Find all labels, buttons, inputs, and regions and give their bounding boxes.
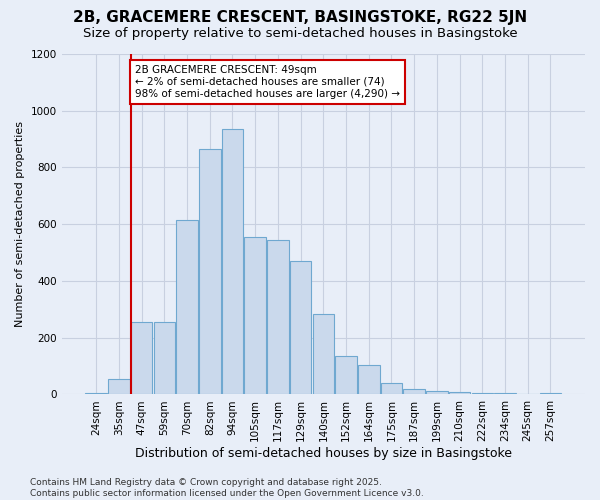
- Bar: [154, 322, 175, 394]
- Text: Contains HM Land Registry data © Crown copyright and database right 2025.
Contai: Contains HM Land Registry data © Crown c…: [30, 478, 424, 498]
- Bar: [244, 237, 266, 394]
- Bar: [358, 364, 380, 394]
- Text: Size of property relative to semi-detached houses in Basingstoke: Size of property relative to semi-detach…: [83, 28, 517, 40]
- Bar: [380, 382, 402, 394]
- Bar: [176, 220, 198, 394]
- Bar: [335, 356, 357, 395]
- Bar: [199, 149, 221, 394]
- Bar: [313, 314, 334, 394]
- Bar: [108, 379, 130, 394]
- Y-axis label: Number of semi-detached properties: Number of semi-detached properties: [15, 121, 25, 327]
- Text: 2B GRACEMERE CRESCENT: 49sqm
← 2% of semi-detached houses are smaller (74)
98% o: 2B GRACEMERE CRESCENT: 49sqm ← 2% of sem…: [135, 66, 400, 98]
- Bar: [290, 261, 311, 394]
- Bar: [267, 240, 289, 394]
- Bar: [222, 129, 243, 394]
- X-axis label: Distribution of semi-detached houses by size in Basingstoke: Distribution of semi-detached houses by …: [135, 447, 512, 460]
- Bar: [449, 392, 470, 394]
- Bar: [426, 391, 448, 394]
- Text: 2B, GRACEMERE CRESCENT, BASINGSTOKE, RG22 5JN: 2B, GRACEMERE CRESCENT, BASINGSTOKE, RG2…: [73, 10, 527, 25]
- Bar: [403, 390, 425, 394]
- Bar: [131, 322, 152, 394]
- Bar: [85, 393, 107, 394]
